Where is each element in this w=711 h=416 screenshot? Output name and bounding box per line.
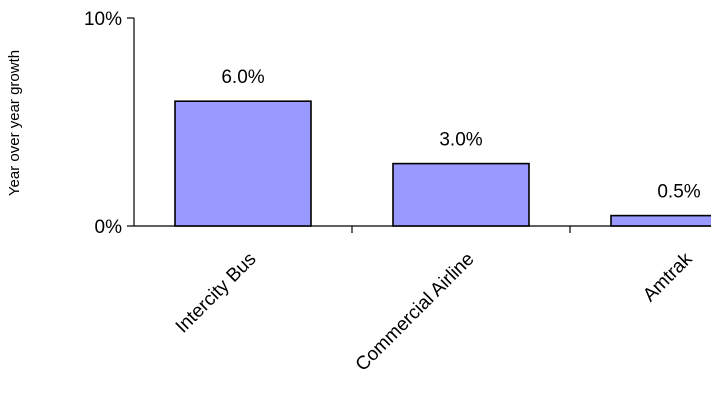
category-labels: Intercity Bus Commercial Airline Amtrak: [172, 248, 697, 375]
bar: [174, 100, 312, 227]
data-label: 6.0%: [221, 67, 264, 88]
data-labels: 6.0% 3.0% 0.5%: [221, 67, 700, 202]
x-ticks: [351, 226, 571, 233]
data-label: 3.0%: [439, 130, 482, 151]
y-tick-label: 10%: [84, 9, 122, 30]
y-axis-title: Year over year growth: [6, 50, 23, 196]
data-label: 0.5%: [657, 182, 700, 203]
category-label: Commercial Airline: [352, 249, 479, 376]
bar: [392, 162, 530, 227]
bars: [174, 100, 711, 227]
category-label: Amtrak: [639, 248, 697, 306]
y-tick-label: 0%: [95, 217, 123, 238]
category-label: Intercity Bus: [172, 249, 261, 338]
y-ticks: 0% 10%: [84, 9, 134, 238]
bar: [610, 214, 711, 227]
